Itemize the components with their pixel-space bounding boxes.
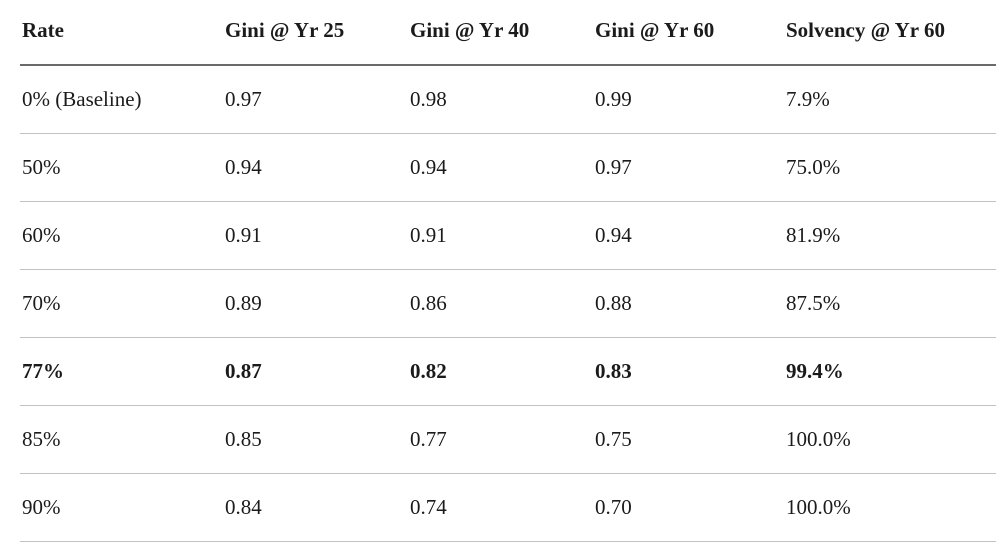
value-cell: 100.0% bbox=[784, 473, 996, 542]
rate-cell: 60% bbox=[20, 201, 223, 270]
value-cell: 0.94 bbox=[408, 133, 593, 202]
table-row: 90% 0.84 0.74 0.70 100.0% bbox=[20, 473, 996, 542]
column-header-gini-yr60: Gini @ Yr 60 bbox=[593, 10, 784, 66]
column-header-solvency-yr60: Solvency @ Yr 60 bbox=[784, 10, 996, 66]
table-row: 0% (Baseline) 0.97 0.98 0.99 7.9% bbox=[20, 65, 996, 134]
value-cell: 100.0% bbox=[784, 405, 996, 474]
table-row: 50% 0.94 0.94 0.97 75.0% bbox=[20, 133, 996, 202]
value-cell: 0.91 bbox=[223, 201, 408, 270]
rate-cell: 90% bbox=[20, 473, 223, 542]
column-header-gini-yr40: Gini @ Yr 40 bbox=[408, 10, 593, 66]
value-cell: 0.94 bbox=[593, 201, 784, 270]
value-cell: 0.99 bbox=[593, 65, 784, 134]
value-cell: 0.74 bbox=[408, 473, 593, 542]
value-cell: 81.9% bbox=[784, 201, 996, 270]
table-body: 0% (Baseline) 0.97 0.98 0.99 7.9% 50% 0.94 0.94… bbox=[20, 65, 996, 542]
value-cell: 0.70 bbox=[593, 473, 784, 542]
value-cell: 0.87 bbox=[223, 337, 408, 406]
rate-cell: 77% bbox=[20, 337, 223, 406]
value-cell: 99.4% bbox=[784, 337, 996, 406]
value-cell: 0.75 bbox=[593, 405, 784, 474]
value-cell: 0.97 bbox=[593, 133, 784, 202]
results-table: Rate Gini @ Yr 25 Gini @ Yr 40 Gini @ Yr… bbox=[20, 10, 996, 542]
value-cell: 0.97 bbox=[223, 65, 408, 134]
table-header: Rate Gini @ Yr 25 Gini @ Yr 40 Gini @ Yr… bbox=[20, 10, 996, 66]
value-cell: 0.85 bbox=[223, 405, 408, 474]
column-header-rate: Rate bbox=[20, 10, 223, 66]
value-cell: 0.98 bbox=[408, 65, 593, 134]
table-row: 60% 0.91 0.91 0.94 81.9% bbox=[20, 201, 996, 270]
value-cell: 87.5% bbox=[784, 269, 996, 338]
value-cell: 0.88 bbox=[593, 269, 784, 338]
value-cell: 0.91 bbox=[408, 201, 593, 270]
value-cell: 0.84 bbox=[223, 473, 408, 542]
column-header-gini-yr25: Gini @ Yr 25 bbox=[223, 10, 408, 66]
value-cell: 0.89 bbox=[223, 269, 408, 338]
table-header-row: Rate Gini @ Yr 25 Gini @ Yr 40 Gini @ Yr… bbox=[20, 10, 996, 66]
value-cell: 0.94 bbox=[223, 133, 408, 202]
table-row: 70% 0.89 0.86 0.88 87.5% bbox=[20, 269, 996, 338]
table-row: 77% 0.87 0.82 0.83 99.4% bbox=[20, 337, 996, 406]
value-cell: 75.0% bbox=[784, 133, 996, 202]
value-cell: 0.77 bbox=[408, 405, 593, 474]
value-cell: 0.82 bbox=[408, 337, 593, 406]
rate-cell: 85% bbox=[20, 405, 223, 474]
rate-cell: 50% bbox=[20, 133, 223, 202]
value-cell: 0.86 bbox=[408, 269, 593, 338]
value-cell: 0.83 bbox=[593, 337, 784, 406]
rate-cell: 0% (Baseline) bbox=[20, 65, 223, 134]
value-cell: 7.9% bbox=[784, 65, 996, 134]
rate-cell: 70% bbox=[20, 269, 223, 338]
table-row: 85% 0.85 0.77 0.75 100.0% bbox=[20, 405, 996, 474]
